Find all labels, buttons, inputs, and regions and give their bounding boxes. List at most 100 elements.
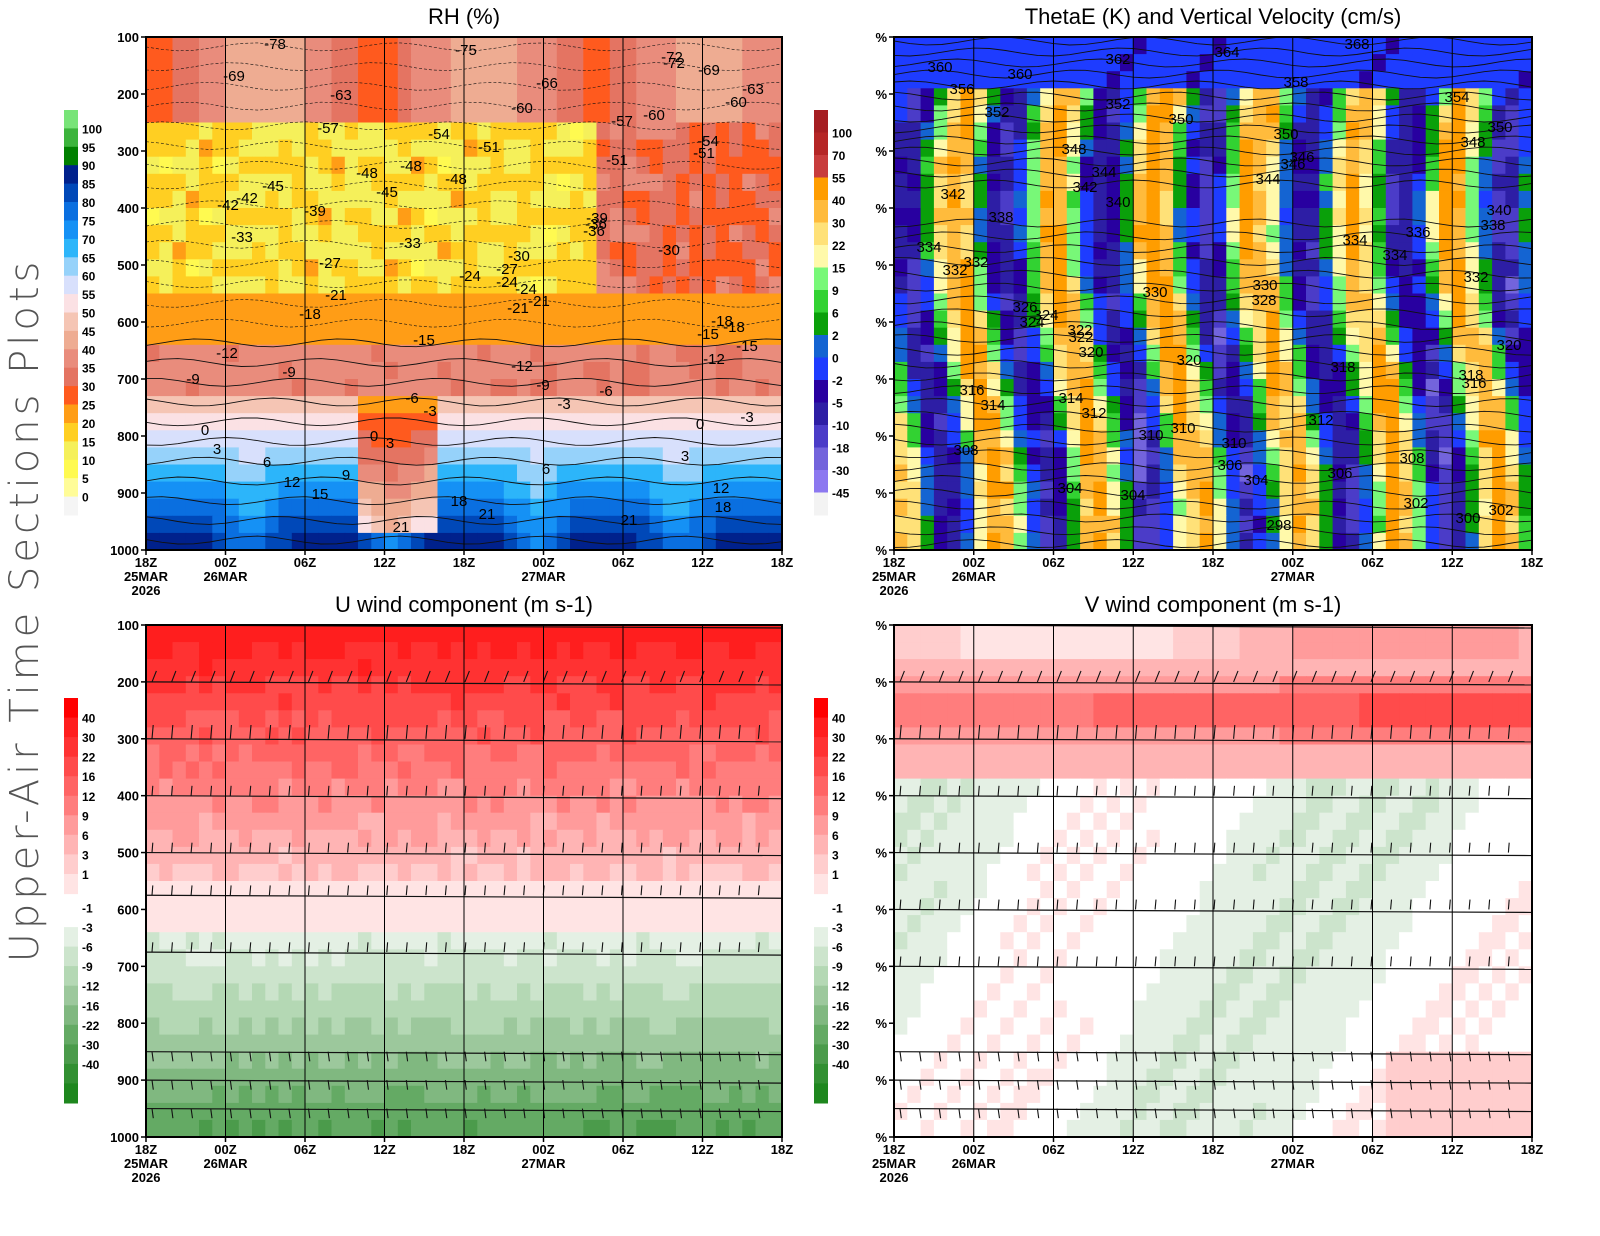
field-cell bbox=[265, 795, 280, 814]
field-cell bbox=[1199, 361, 1214, 380]
field-cell bbox=[1066, 344, 1081, 363]
field-cell bbox=[318, 481, 333, 500]
contour-label: -15 bbox=[413, 332, 435, 349]
field-cell bbox=[755, 327, 770, 346]
field-cell bbox=[172, 710, 187, 728]
field-cell bbox=[490, 966, 505, 984]
field-cell bbox=[768, 396, 782, 414]
field-cell bbox=[1332, 293, 1347, 312]
field-cell bbox=[278, 430, 293, 448]
field-cell bbox=[265, 396, 280, 414]
field-cell bbox=[1372, 71, 1387, 89]
field-cell bbox=[907, 293, 922, 312]
field-cell bbox=[238, 208, 253, 226]
wind-barb bbox=[190, 942, 193, 953]
field-cell bbox=[933, 344, 948, 363]
field-cell bbox=[1040, 293, 1055, 312]
field-cell bbox=[907, 532, 922, 550]
field-cell bbox=[689, 242, 704, 260]
field-cell bbox=[702, 966, 717, 984]
field-cell bbox=[411, 1068, 425, 1087]
field-cell bbox=[371, 430, 386, 448]
field-cell bbox=[1239, 139, 1254, 158]
field-cell bbox=[384, 276, 399, 295]
field-cell bbox=[715, 1119, 730, 1137]
field-cell bbox=[1465, 532, 1480, 550]
field-cell bbox=[933, 532, 948, 550]
field-cell bbox=[960, 481, 975, 500]
field-cell bbox=[503, 898, 518, 916]
field-cell bbox=[371, 625, 386, 643]
field-cell bbox=[1439, 37, 1453, 55]
field-cell bbox=[450, 105, 465, 124]
field-cell bbox=[503, 863, 518, 882]
x-tick-label: 12Z bbox=[691, 555, 713, 570]
wind-barb bbox=[366, 724, 369, 739]
field-cell bbox=[1399, 515, 1413, 534]
field-cell bbox=[1000, 532, 1015, 550]
field-cell bbox=[1492, 139, 1506, 158]
field-cell bbox=[676, 242, 690, 260]
field-cell bbox=[1359, 498, 1374, 517]
field-cell bbox=[185, 915, 200, 933]
field-cell bbox=[172, 532, 187, 550]
field-cell bbox=[1399, 293, 1413, 312]
field-cell bbox=[477, 1017, 492, 1036]
field-cell bbox=[331, 966, 346, 984]
field-cell bbox=[1026, 54, 1041, 72]
field-cell bbox=[1505, 464, 1520, 483]
field-cell bbox=[1452, 327, 1467, 346]
field-cell bbox=[199, 156, 213, 175]
field-cell bbox=[252, 122, 266, 141]
field-cell bbox=[1492, 413, 1506, 431]
field-cell bbox=[291, 208, 306, 226]
field-cell bbox=[676, 1034, 690, 1053]
field-cell bbox=[318, 344, 333, 363]
field-cell bbox=[662, 413, 677, 431]
field-cell bbox=[609, 344, 624, 363]
field-cell bbox=[662, 379, 677, 397]
field-cell bbox=[265, 54, 280, 72]
field-cell bbox=[662, 693, 677, 711]
field-cell bbox=[649, 190, 664, 209]
field-cell bbox=[1505, 361, 1520, 380]
field-cell bbox=[411, 293, 425, 312]
field-cell bbox=[344, 676, 359, 694]
field-cell bbox=[973, 71, 988, 89]
wind-barb bbox=[425, 670, 431, 683]
field-cell bbox=[1173, 344, 1187, 363]
field-cell bbox=[146, 846, 160, 865]
field-cell bbox=[729, 898, 743, 916]
colorbar-label: 50 bbox=[82, 307, 96, 321]
field-cell bbox=[570, 464, 584, 483]
field-cell bbox=[503, 242, 518, 260]
field-cell bbox=[649, 139, 664, 158]
field-cell bbox=[1359, 310, 1374, 329]
field-cell bbox=[947, 54, 962, 72]
field-cell bbox=[159, 659, 174, 677]
field-cell bbox=[689, 156, 704, 175]
field-cell bbox=[1173, 413, 1187, 431]
wind-barb bbox=[405, 842, 408, 853]
field-cell bbox=[1239, 173, 1254, 192]
field-cell bbox=[291, 642, 306, 660]
field-cell bbox=[1040, 139, 1055, 158]
field-cell bbox=[973, 293, 988, 312]
field-cell bbox=[384, 761, 399, 780]
field-cell bbox=[411, 710, 425, 728]
contour-label: 324 bbox=[1033, 307, 1058, 324]
field-cell bbox=[1412, 139, 1427, 158]
field-cell bbox=[1359, 413, 1374, 431]
field-cell bbox=[384, 88, 399, 106]
field-cell bbox=[649, 259, 664, 277]
field-cell bbox=[1412, 464, 1427, 483]
field-cell bbox=[225, 190, 240, 209]
field-cell bbox=[1478, 430, 1493, 448]
field-cell bbox=[252, 310, 266, 329]
field-cell bbox=[477, 105, 492, 124]
field-cell bbox=[291, 932, 306, 950]
field-cell bbox=[291, 464, 306, 483]
field-cell bbox=[358, 1119, 372, 1137]
field-cell bbox=[1120, 532, 1134, 550]
wind-barb bbox=[151, 942, 154, 953]
